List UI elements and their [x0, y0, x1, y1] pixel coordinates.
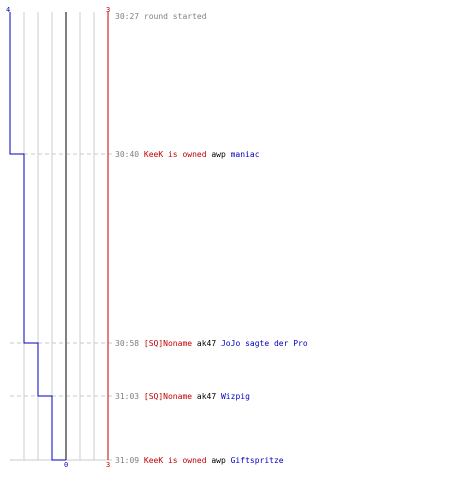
red-bottom-count-label: 3 [106, 461, 110, 469]
grid-lines [10, 12, 108, 461]
event-weapon-text: awp [207, 150, 226, 159]
event-red-text: KeeK is owned [139, 456, 207, 465]
event-blue-text: maniac [226, 150, 260, 159]
event-row: 31:09 KeeK is owned awp Giftspritze [115, 456, 284, 465]
event-status-text: round started [139, 12, 207, 21]
red-top-count-label: 3 [106, 6, 110, 14]
event-blue-text: JoJo sagte der Pro [216, 339, 308, 348]
event-blue-text: Wizpig [216, 392, 250, 401]
event-weapon-text: ak47 [192, 339, 216, 348]
event-weapon-text: ak47 [192, 392, 216, 401]
event-time: 30:58 [115, 339, 139, 348]
event-time: 30:27 [115, 12, 139, 21]
event-guide-lines [10, 153, 112, 461]
blue-bottom-count-label: 0 [64, 461, 68, 469]
event-red-text: [SQ]Noname [139, 339, 192, 348]
event-log: 30:27 round started 30:40 KeeK is owned a… [115, 12, 308, 465]
event-time: 30:40 [115, 150, 139, 159]
event-blue-text: Giftspritze [226, 456, 284, 465]
event-red-text: KeeK is owned [139, 150, 207, 159]
event-time: 31:09 [115, 456, 139, 465]
event-red-text: [SQ]Noname [139, 392, 192, 401]
event-row: 30:40 KeeK is owned awp maniac [115, 150, 260, 159]
blue-team-step-line [9, 12, 66, 461]
blue-top-count-label: 4 [6, 6, 10, 14]
event-row: 30:27 round started [115, 12, 207, 21]
event-row: 31:03 [SQ]Noname ak47 Wizpig [115, 392, 250, 401]
event-weapon-text: awp [207, 456, 226, 465]
event-row: 30:58 [SQ]Noname ak47 JoJo sagte der Pro [115, 339, 308, 348]
event-time: 31:03 [115, 392, 139, 401]
